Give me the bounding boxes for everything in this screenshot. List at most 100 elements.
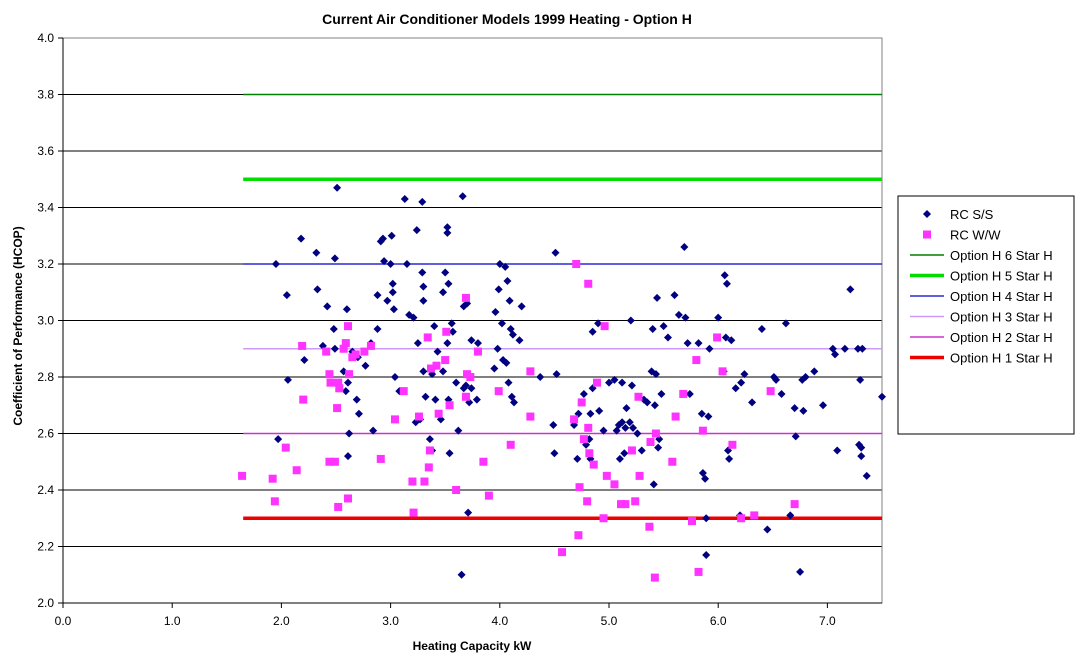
y-tick-label: 2.4 — [37, 483, 54, 497]
y-tick-label: 3.0 — [37, 314, 54, 328]
rc-ss-point — [649, 480, 658, 489]
y-tick-label: 3.8 — [37, 88, 54, 102]
rc-ss-point — [777, 389, 786, 398]
rc-ss-point — [833, 446, 842, 455]
rc-ww-point — [366, 341, 375, 350]
legend-label: Option H 3 Star H — [950, 310, 1053, 325]
rc-ss-point — [670, 291, 679, 300]
rc-ww-point — [399, 387, 408, 396]
rc-ss-point — [443, 228, 452, 237]
x-tick-label: 5.0 — [601, 614, 618, 628]
rc-ss-point — [720, 271, 729, 280]
rc-ss-point — [452, 378, 461, 387]
rc-ss-point — [282, 291, 291, 300]
rc-ww-point — [409, 508, 418, 517]
rc-ss-point — [443, 223, 452, 232]
rc-ss-point — [536, 373, 545, 381]
rc-ss-point — [386, 260, 395, 268]
rc-ss-point — [627, 381, 636, 390]
legend-label: RC W/W — [950, 228, 1001, 243]
rc-ww-point — [335, 384, 344, 393]
rc-ss-point — [503, 276, 512, 285]
rc-ss-point — [390, 373, 399, 381]
rc-ww-point — [441, 356, 450, 365]
rc-ww-point — [694, 567, 703, 576]
rc-ss-point — [387, 231, 396, 240]
rc-ss-point — [341, 387, 350, 396]
rc-ss-point — [378, 234, 387, 243]
rc-ss-point — [389, 305, 398, 314]
rc-ww-point — [728, 440, 737, 449]
rc-ww-point — [592, 378, 601, 387]
rc-ss-point — [467, 384, 476, 393]
rc-ss-point — [857, 443, 866, 452]
rc-ww-point — [679, 389, 688, 398]
rc-ss-point — [643, 398, 652, 407]
rc-ww-point — [238, 471, 247, 480]
rc-ss-point — [618, 418, 627, 427]
rc-ss-point — [431, 395, 440, 404]
rc-ss-point — [629, 423, 638, 432]
rc-ss-point — [495, 260, 504, 268]
rc-ss-point — [620, 449, 629, 458]
rc-ww-point — [484, 491, 493, 500]
rc-ww-point — [408, 477, 417, 486]
axes: 2.0 2.2 2.4 2.6 2.8 3.0 3.2 3.4 3.6 3.8 4.0 0.0 1.0 2… — [37, 31, 882, 628]
rc-ww-point — [322, 347, 331, 356]
rc-ww-point — [671, 412, 680, 421]
rc-ss-point — [345, 429, 354, 438]
rc-ss-point — [633, 429, 642, 438]
rc-ww-point — [325, 457, 334, 466]
series-layer — [238, 93, 886, 582]
rc-ss-point — [858, 344, 867, 353]
rc-ss-point — [653, 293, 662, 302]
rc-ss-point — [740, 370, 749, 379]
rc-ss-point — [674, 310, 683, 319]
rc-ss-point — [472, 395, 481, 404]
rc-ss-point — [330, 254, 339, 263]
rc-ss-point — [714, 313, 723, 322]
rc-ww-point — [299, 395, 308, 404]
rc-ss-point — [654, 443, 663, 452]
rc-ss-point — [697, 409, 706, 418]
rc-ss-point — [722, 279, 731, 288]
rc-ww-point — [650, 573, 659, 582]
rc-ss-point — [796, 567, 805, 576]
rc-ss-point — [433, 347, 442, 356]
rc-ww-point — [461, 293, 470, 302]
rc-ss-point — [599, 426, 608, 435]
rc-ss-point — [857, 452, 866, 461]
rc-ww-point — [473, 347, 482, 356]
rc-ww-point — [424, 463, 433, 472]
rc-ss-point — [313, 285, 322, 294]
rc-ss-point — [457, 570, 466, 579]
y-tick-label: 3.4 — [37, 201, 54, 215]
rc-ww-point — [574, 531, 583, 540]
rc-ww-point — [585, 449, 594, 458]
rc-ww-point — [268, 474, 277, 483]
rc-ss-point — [702, 550, 711, 559]
y-tick-label: 3.2 — [37, 257, 54, 271]
rc-ss-point — [373, 324, 382, 333]
rc-ww-point — [423, 333, 432, 342]
rc-ww-point — [526, 412, 535, 421]
rc-ss-point — [412, 226, 421, 235]
rc-ss-point — [501, 262, 510, 271]
rc-ss-point — [799, 406, 808, 415]
legend-swatch — [923, 230, 931, 239]
rc-ss-point — [801, 373, 810, 381]
rc-ss-point — [594, 319, 603, 328]
rc-ww-point — [432, 361, 441, 370]
rc-ss-point — [550, 449, 559, 458]
rc-ww-point — [599, 514, 608, 523]
rc-ww-point — [790, 500, 799, 509]
rc-ss-point — [810, 367, 819, 376]
x-axis-title: Heating Capacity kW — [413, 639, 532, 653]
rc-ss-point — [840, 344, 849, 353]
y-tick-label: 2.0 — [37, 596, 54, 610]
rc-ss-point — [505, 296, 514, 305]
y-tick-label: 4.0 — [37, 31, 54, 45]
rc-ss-point — [727, 336, 736, 345]
rc-ss-point — [383, 296, 392, 305]
